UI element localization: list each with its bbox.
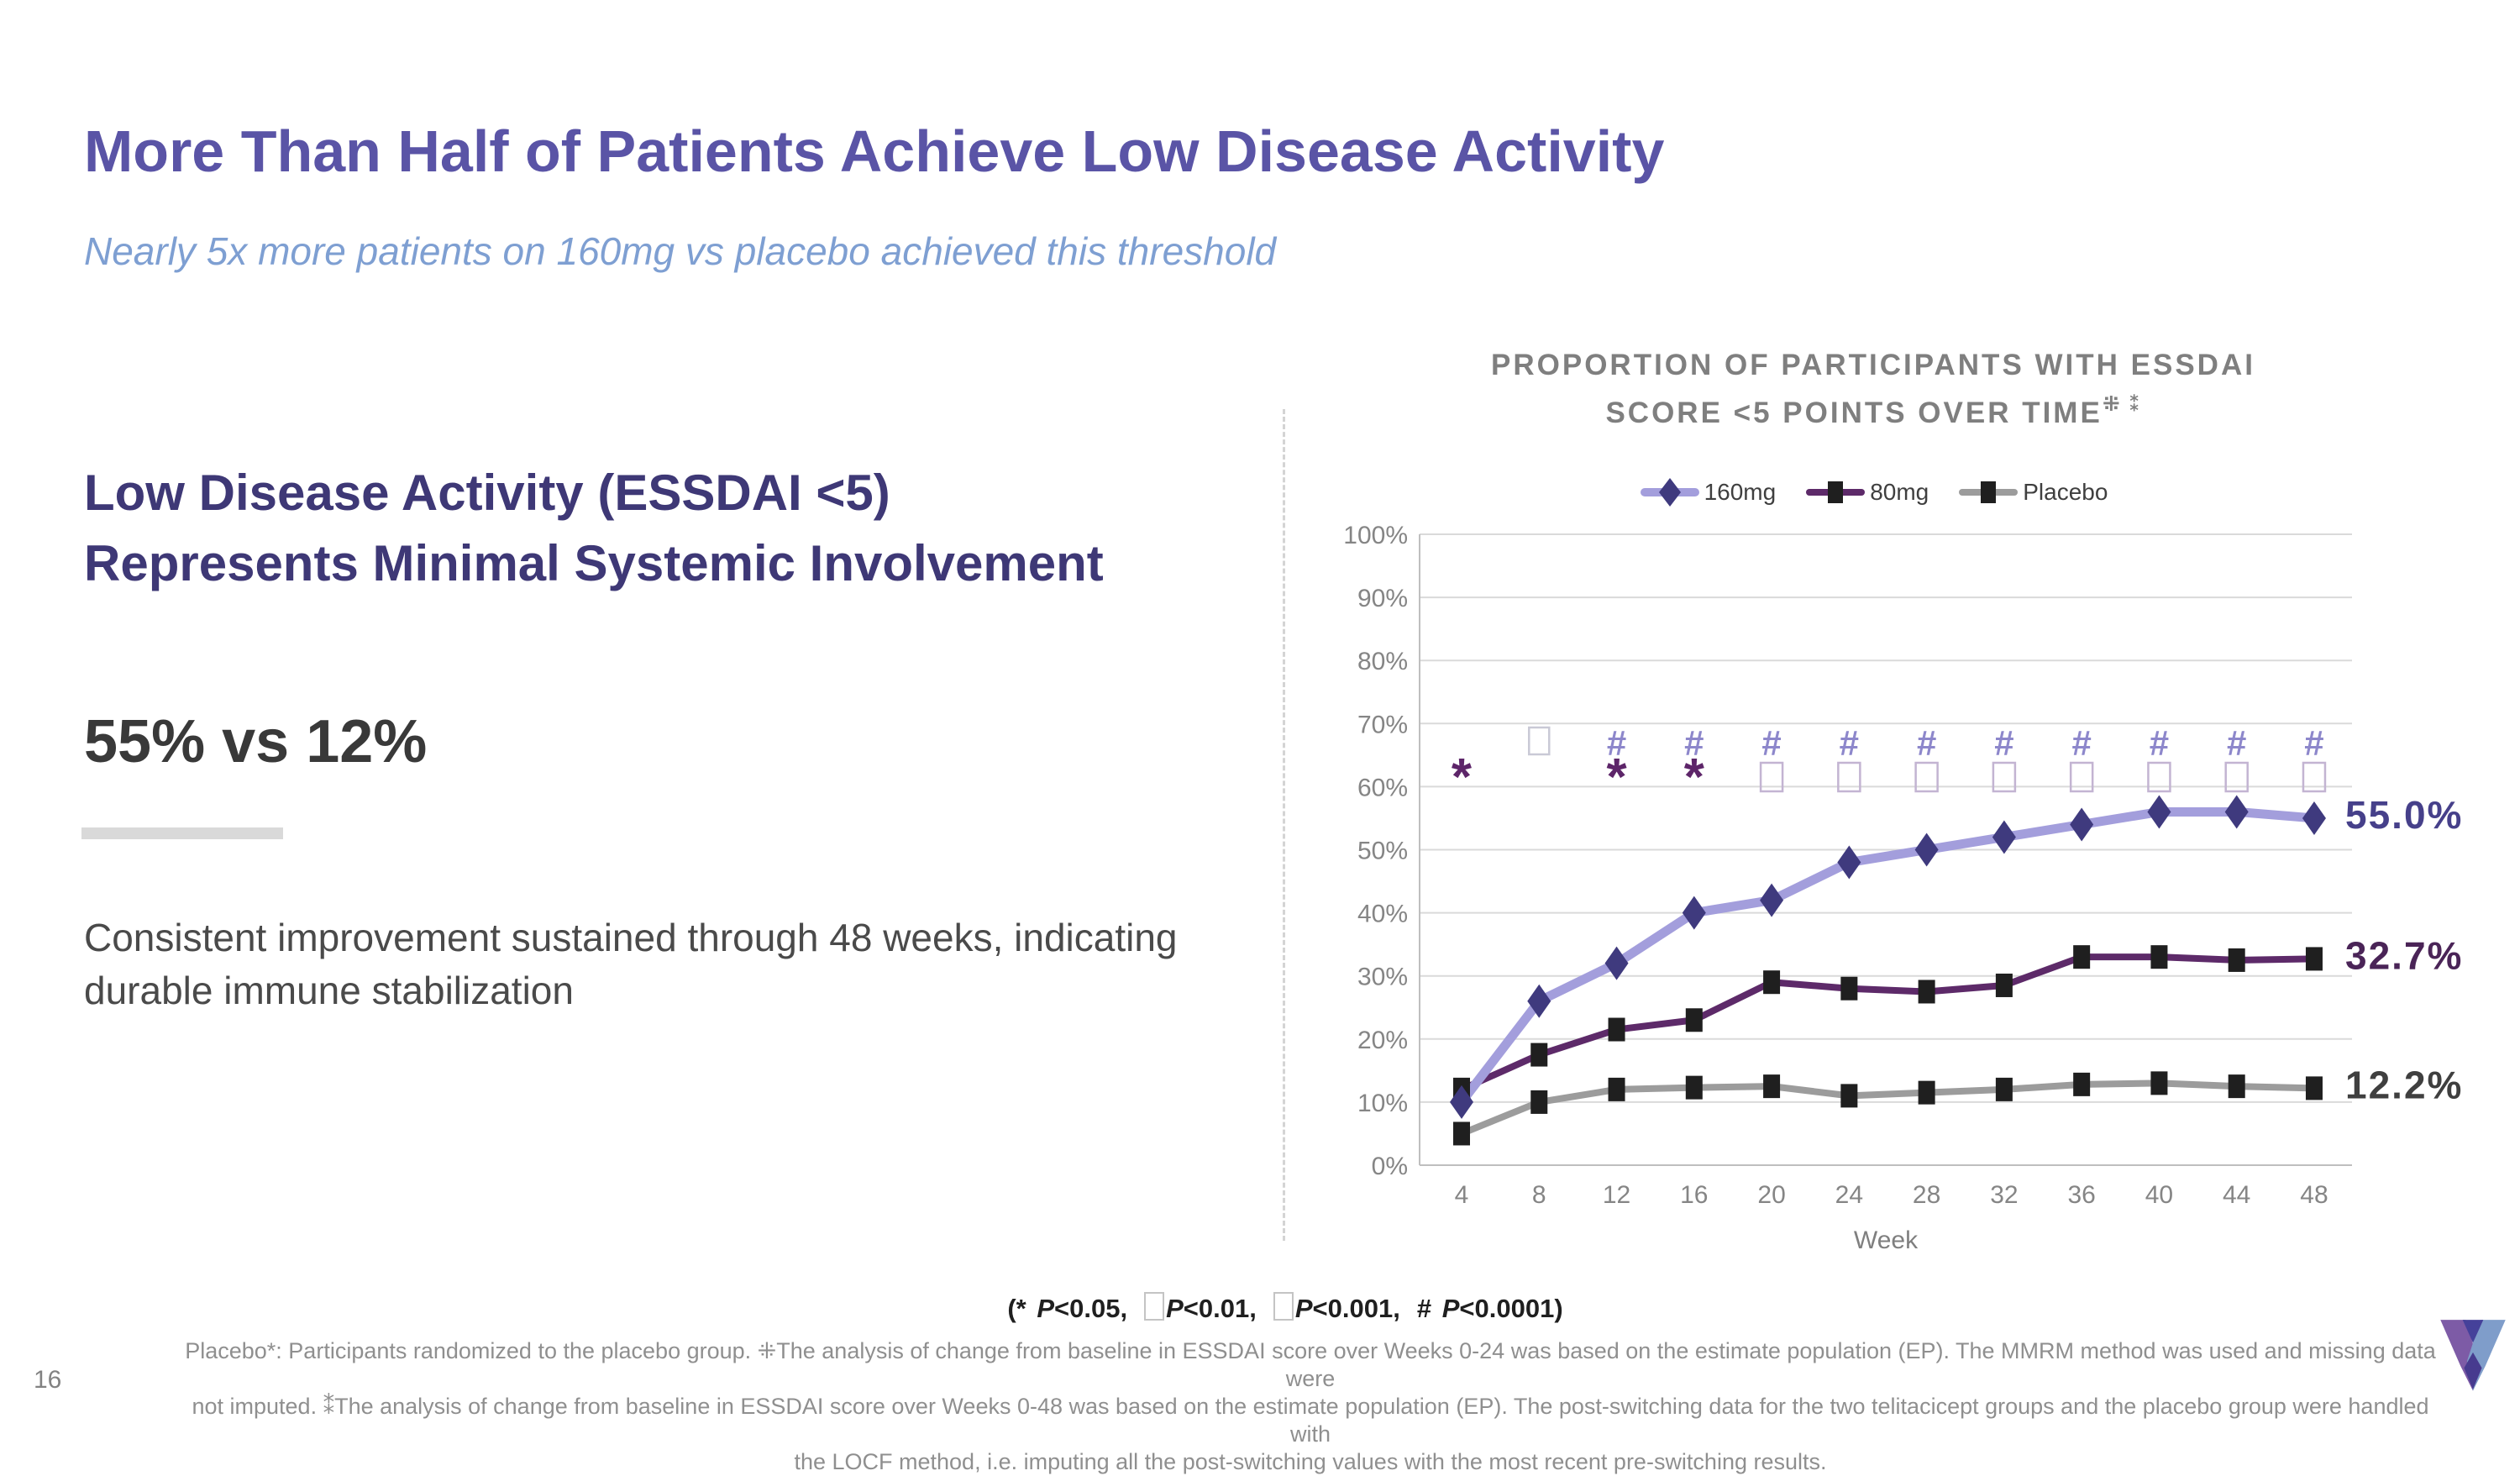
footnote-line2: not imputed. ⁑The analysis of change fro… bbox=[192, 1394, 2429, 1447]
svg-text:*: * bbox=[1452, 749, 1473, 806]
x-axis-labels: 4 8 12 16 20 24 28 32 36 40 44 48 bbox=[1455, 1181, 2328, 1209]
svg-text:40: 40 bbox=[2145, 1181, 2173, 1209]
svg-text:90%: 90% bbox=[1357, 585, 1408, 612]
chart-title-footnote-symbols: ⁜ ⁑ bbox=[2102, 391, 2141, 416]
svg-text:70%: 70% bbox=[1357, 711, 1408, 738]
svg-text:20: 20 bbox=[1757, 1181, 1785, 1209]
chart-title-line2: SCORE <5 POINTS OVER TIME bbox=[1605, 397, 2103, 429]
svg-text:100%: 100% bbox=[1344, 522, 1408, 549]
divider-bar bbox=[81, 827, 283, 839]
svg-text:#: # bbox=[1917, 723, 1936, 763]
missing-glyph-box-icon bbox=[1144, 1292, 1165, 1321]
missing-glyph-box-icon bbox=[1273, 1292, 1294, 1321]
series-markers-160mg bbox=[1450, 795, 2326, 1119]
svg-text:20%: 20% bbox=[1357, 1027, 1408, 1054]
svg-text:32: 32 bbox=[1990, 1181, 2018, 1209]
legend-label-placebo: Placebo bbox=[2023, 479, 2108, 505]
legend-item-160mg: 160mg bbox=[1639, 477, 1777, 507]
svg-text:48: 48 bbox=[2300, 1181, 2328, 1209]
svg-text:12: 12 bbox=[1603, 1181, 1630, 1209]
chart-legend: 160mg 80mg Placebo bbox=[1369, 477, 2377, 507]
left-panel-body: Consistent improvement sustained through… bbox=[84, 916, 1178, 1012]
svg-text:24: 24 bbox=[1835, 1181, 1863, 1209]
significance-row-hash: # # # # # # # # # # bbox=[1528, 723, 2324, 763]
left-panel-heading: Low Disease Activity (ESSDAI <5) Represe… bbox=[84, 465, 1104, 591]
svg-text:#: # bbox=[2071, 723, 2091, 763]
svg-text:40%: 40% bbox=[1357, 901, 1408, 928]
slide: { "slide": { "title": "More Than Half of… bbox=[34, 118, 2506, 1474]
series-markers-Placebo bbox=[1453, 1071, 2323, 1146]
svg-text:#: # bbox=[1840, 723, 1859, 763]
svg-text:28: 28 bbox=[1913, 1181, 1940, 1209]
svg-text:30%: 30% bbox=[1357, 964, 1408, 991]
pvalue-key-item: # P<0.0001 bbox=[1416, 1294, 1555, 1323]
svg-text:#: # bbox=[1761, 723, 1781, 763]
svg-text:#: # bbox=[2304, 723, 2323, 763]
pvalue-key-item: * P<0.05, bbox=[1016, 1294, 1128, 1323]
footnote-line1: Placebo*: Participants randomized to the… bbox=[185, 1338, 2436, 1391]
svg-text:*: * bbox=[1606, 749, 1627, 806]
x-axis-title: Week bbox=[1854, 1226, 1919, 1254]
key-stat: 55% vs 12% bbox=[84, 708, 428, 775]
gridlines bbox=[1419, 533, 2352, 1166]
svg-text:*: * bbox=[1684, 749, 1705, 806]
pvalue-key-item: P<0.001, bbox=[1273, 1292, 1400, 1323]
essdai-chart: 100%90%80%70%60%50%40%30%20%10%0%4 8 12 16 2… bbox=[1344, 522, 2463, 1254]
legend-marker-80mg-icon bbox=[1806, 481, 1866, 503]
page-title: More Than Half of Patients Achieve Low D… bbox=[84, 118, 1665, 184]
series-line-80mg bbox=[1458, 953, 2318, 1093]
legend-label-80mg: 80mg bbox=[1870, 479, 1929, 505]
svg-text:#: # bbox=[2150, 723, 2169, 763]
dashed-separator bbox=[1283, 409, 1285, 1241]
end-label-80mg: 32.7% bbox=[2345, 933, 2463, 977]
svg-text:50%: 50% bbox=[1357, 838, 1408, 865]
svg-text:#: # bbox=[2227, 723, 2246, 763]
pvalue-key-item: P<0.01, bbox=[1144, 1292, 1257, 1323]
series-line-Placebo bbox=[1458, 1079, 2318, 1137]
page-number: 16 bbox=[34, 1366, 62, 1394]
svg-text:#: # bbox=[1994, 723, 2013, 763]
end-label-Placebo: 12.2% bbox=[2345, 1063, 2463, 1106]
svg-text:8: 8 bbox=[1532, 1181, 1546, 1209]
svg-text:60%: 60% bbox=[1357, 774, 1408, 801]
footnote: Placebo*: Participants randomized to the… bbox=[176, 1337, 2444, 1476]
svg-text:44: 44 bbox=[2223, 1181, 2250, 1209]
y-axis-labels: 100% 90% 80% 70% 60% 50% 40% 30% 20% 10% 0% bbox=[1344, 522, 1408, 1180]
series-markers-80mg bbox=[1453, 945, 2323, 1101]
legend-label-160mg: 160mg bbox=[1704, 479, 1777, 505]
significance-row-star: * * * bbox=[1452, 749, 2327, 806]
svg-text:#: # bbox=[1684, 723, 1704, 763]
svg-text:0%: 0% bbox=[1372, 1153, 1408, 1180]
svg-text:16: 16 bbox=[1680, 1181, 1708, 1209]
legend-marker-placebo-icon bbox=[1959, 481, 2019, 503]
page-subtitle: Nearly 5x more patients on 160mg vs plac… bbox=[84, 229, 1277, 273]
svg-text:36: 36 bbox=[2067, 1181, 2095, 1209]
legend-marker-160mg-icon bbox=[1640, 478, 1699, 507]
svg-text:10%: 10% bbox=[1357, 1090, 1408, 1117]
pvalue-key: (* P<0.05, P<0.01, P<0.001, # P<0.0001) bbox=[1007, 1292, 1563, 1323]
svg-text:80%: 80% bbox=[1357, 648, 1408, 675]
company-logo-icon bbox=[2440, 1320, 2506, 1391]
legend-item-placebo: Placebo bbox=[1957, 477, 2108, 507]
series-line-160mg bbox=[1457, 806, 2319, 1107]
chart-title: PROPORTION OF PARTICIPANTS WITH ESSDAI S… bbox=[1369, 346, 2377, 433]
svg-text:#: # bbox=[1607, 723, 1626, 763]
end-label-160mg: 55.0% bbox=[2345, 793, 2463, 837]
chart-title-line1: PROPORTION OF PARTICIPANTS WITH ESSDAI bbox=[1491, 349, 2255, 381]
footnote-line3: the LOCF method, i.e. imputing all the p… bbox=[794, 1449, 1827, 1474]
svg-text:4: 4 bbox=[1455, 1181, 1469, 1209]
legend-item-80mg: 80mg bbox=[1804, 477, 1929, 507]
